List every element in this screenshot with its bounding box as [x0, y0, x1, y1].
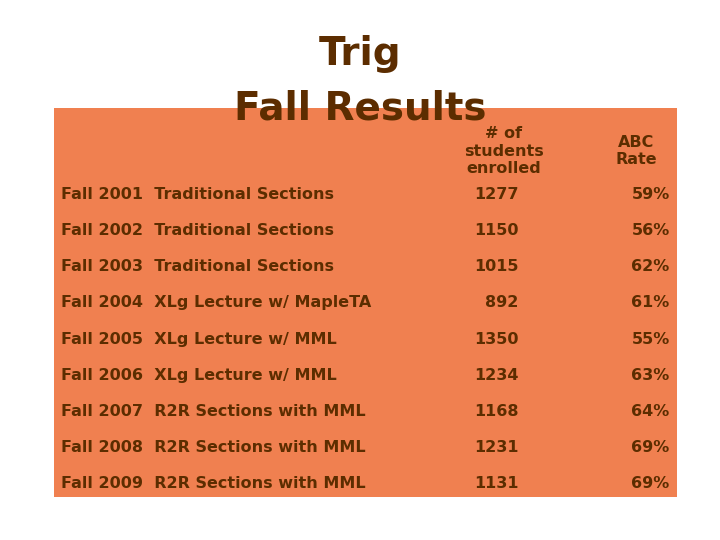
- Text: 1231: 1231: [474, 440, 518, 455]
- Bar: [54, 108, 677, 497]
- Text: 1277: 1277: [474, 187, 518, 202]
- Text: Fall 2006  XLg Lecture w/ MML: Fall 2006 XLg Lecture w/ MML: [61, 368, 337, 383]
- Text: 64%: 64%: [631, 404, 670, 419]
- Text: 55%: 55%: [631, 332, 670, 347]
- Text: 1168: 1168: [474, 404, 518, 419]
- Text: 59%: 59%: [631, 187, 670, 202]
- Text: 62%: 62%: [631, 259, 670, 274]
- Text: Fall Results: Fall Results: [234, 89, 486, 127]
- Text: Fall 2005  XLg Lecture w/ MML: Fall 2005 XLg Lecture w/ MML: [61, 332, 337, 347]
- Text: 61%: 61%: [631, 295, 670, 310]
- Text: Fall 2007  R2R Sections with MML: Fall 2007 R2R Sections with MML: [61, 404, 366, 419]
- Text: Trig: Trig: [319, 35, 401, 73]
- Text: 1015: 1015: [474, 259, 518, 274]
- Text: 56%: 56%: [631, 223, 670, 238]
- Text: 69%: 69%: [631, 476, 670, 491]
- Text: 69%: 69%: [631, 440, 670, 455]
- Text: ABC
Rate: ABC Rate: [616, 135, 657, 167]
- Text: 892: 892: [485, 295, 518, 310]
- Text: 63%: 63%: [631, 368, 670, 383]
- Text: 1131: 1131: [474, 476, 518, 491]
- Text: Fall 2008  R2R Sections with MML: Fall 2008 R2R Sections with MML: [61, 440, 366, 455]
- Text: Fall 2009  R2R Sections with MML: Fall 2009 R2R Sections with MML: [61, 476, 366, 491]
- Text: Fall 2001  Traditional Sections: Fall 2001 Traditional Sections: [61, 187, 334, 202]
- Text: 1350: 1350: [474, 332, 518, 347]
- Text: Fall 2003  Traditional Sections: Fall 2003 Traditional Sections: [61, 259, 334, 274]
- Text: Fall 2004  XLg Lecture w/ MapleTA: Fall 2004 XLg Lecture w/ MapleTA: [61, 295, 372, 310]
- Text: Fall 2002  Traditional Sections: Fall 2002 Traditional Sections: [61, 223, 334, 238]
- Text: 1150: 1150: [474, 223, 518, 238]
- Text: # of
students
enrolled: # of students enrolled: [464, 126, 544, 176]
- Text: 1234: 1234: [474, 368, 518, 383]
